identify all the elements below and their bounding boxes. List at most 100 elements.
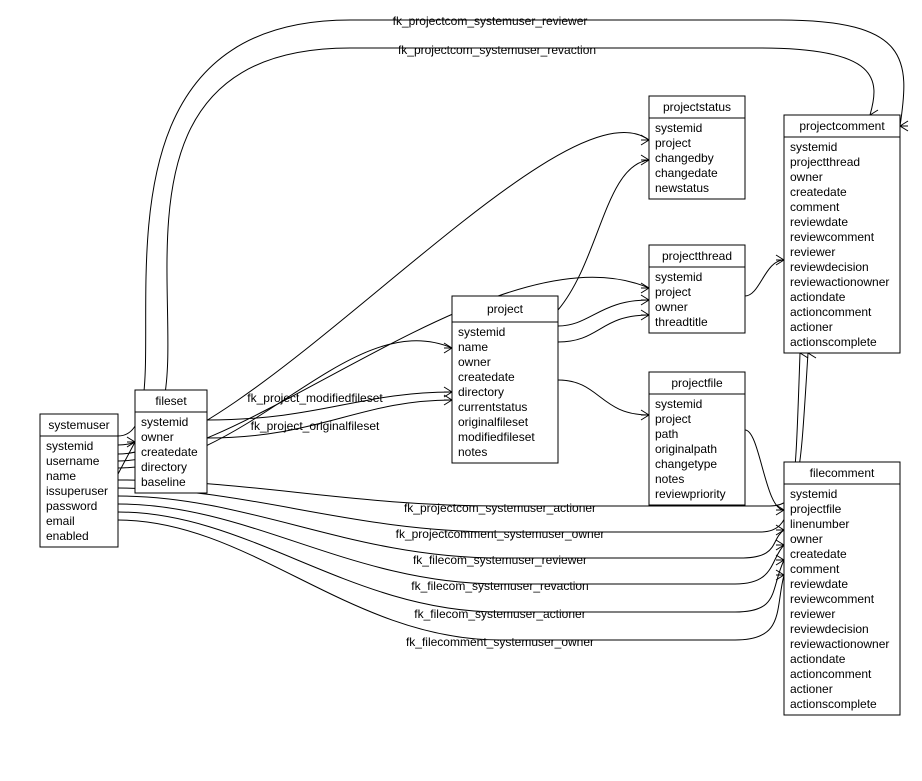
field-filecomment-systemid: systemid xyxy=(790,487,837,501)
edge-label-5: fk_project_modifiedfileset xyxy=(247,391,383,405)
field-projectcomment-comment: comment xyxy=(790,200,840,214)
edge-label-18: fk_filecomment_systemuser_owner xyxy=(406,635,594,649)
field-fileset-createdate: createdate xyxy=(141,445,198,459)
field-projectcomment-createdate: createdate xyxy=(790,185,847,199)
field-projectcomment-reviewer: reviewer xyxy=(790,245,835,259)
edge-label-13: fk_projectcom_systemuser_actioner xyxy=(404,501,596,515)
field-project-currentstatus: currentstatus xyxy=(458,400,527,414)
field-projectcomment-systemid: systemid xyxy=(790,140,837,154)
entity-title-fileset: fileset xyxy=(155,394,187,408)
entity-title-projectthread: projectthread xyxy=(662,249,732,263)
field-filecomment-reviewdate: reviewdate xyxy=(790,577,848,591)
entity-projectcomment: projectcomment systemidprojectthreadowner… xyxy=(784,115,900,353)
field-projectfile-originalpath: originalpath xyxy=(655,442,717,456)
er-diagram: systemusersystemidusernamenameissuperuse… xyxy=(0,0,922,781)
field-projectstatus-changedby: changedby xyxy=(655,151,714,165)
field-systemuser-systemid: systemid xyxy=(46,439,93,453)
entity-projectfile: projectfile systemidprojectpathoriginalpa… xyxy=(649,372,745,505)
field-projectcomment-actioner: actioner xyxy=(790,320,833,334)
field-project-directory: directory xyxy=(458,385,504,399)
edge-8 xyxy=(558,300,649,326)
edge-19 xyxy=(118,442,135,474)
field-projectstatus-project: project xyxy=(655,136,692,150)
entity-title-projectfile: projectfile xyxy=(671,376,723,390)
edge-7 xyxy=(558,160,649,310)
field-projectcomment-actioncomment: actioncomment xyxy=(790,305,872,319)
field-filecomment-createdate: createdate xyxy=(790,547,847,561)
field-projectstatus-systemid: systemid xyxy=(655,121,702,135)
field-project-owner: owner xyxy=(458,355,491,369)
field-projectcomment-reviewcomment: reviewcomment xyxy=(790,230,875,244)
field-filecomment-reviewcomment: reviewcomment xyxy=(790,592,875,606)
field-filecomment-reviewer: reviewer xyxy=(790,607,835,621)
field-filecomment-projectfile: projectfile xyxy=(790,502,842,516)
field-systemuser-password: password xyxy=(46,499,97,513)
field-projectfile-changetype: changetype xyxy=(655,457,717,471)
field-projectstatus-newstatus: newstatus xyxy=(655,181,709,195)
field-systemuser-enabled: enabled xyxy=(46,529,89,543)
field-project-modifiedfileset: modifiedfileset xyxy=(458,430,535,444)
edge-label-1: fk_projectcom_systemuser_revaction xyxy=(398,43,596,57)
entity-filecomment: filecomment systemidprojectfilelinenumber… xyxy=(784,462,900,715)
entity-title-projectstatus: projectstatus xyxy=(663,100,731,114)
field-systemuser-username: username xyxy=(46,454,100,468)
field-systemuser-issuperuser: issuperuser xyxy=(46,484,108,498)
field-filecomment-linenumber: linenumber xyxy=(790,517,849,531)
field-projectcomment-projectthread: projectthread xyxy=(790,155,860,169)
field-projectcomment-reviewdate: reviewdate xyxy=(790,215,848,229)
entity-projectthread: projectthread systemidprojectownerthreadt… xyxy=(649,245,745,333)
field-project-notes: notes xyxy=(458,445,487,459)
entity-title-projectcomment: projectcomment xyxy=(799,119,885,133)
field-projectthread-owner: owner xyxy=(655,300,688,314)
field-projectfile-project: project xyxy=(655,412,692,426)
field-fileset-directory: directory xyxy=(141,460,187,474)
field-fileset-owner: owner xyxy=(141,430,174,444)
field-projectfile-systemid: systemid xyxy=(655,397,702,411)
field-projectcomment-reviewdecision: reviewdecision xyxy=(790,260,869,274)
edge-12 xyxy=(745,430,784,510)
entity-project: project systemidnameownercreatedatedirect… xyxy=(452,296,558,463)
field-fileset-baseline: baseline xyxy=(141,475,186,489)
field-projectfile-path: path xyxy=(655,427,678,441)
edge-label-0: fk_projectcom_systemuser_reviewer xyxy=(393,14,588,28)
field-projectthread-systemid: systemid xyxy=(655,270,702,284)
edge-11 xyxy=(745,260,784,296)
field-filecomment-actionscomplete: actionscomplete xyxy=(790,697,877,711)
entity-title-project: project xyxy=(487,302,524,316)
entity-title-filecomment: filecomment xyxy=(810,466,875,480)
field-projectcomment-reviewactionowner: reviewactionowner xyxy=(790,275,889,289)
field-filecomment-reviewdecision: reviewdecision xyxy=(790,622,869,636)
edge-label-15: fk_filecom_systemuser_reviewer xyxy=(413,553,587,567)
edge-label-16: fk_filecom_systemuser_revaction xyxy=(411,579,588,593)
field-projectfile-reviewpriority: reviewpriority xyxy=(655,487,726,501)
field-projectstatus-changedate: changedate xyxy=(655,166,718,180)
field-projectcomment-actionscomplete: actionscomplete xyxy=(790,335,877,349)
field-systemuser-name: name xyxy=(46,469,76,483)
field-filecomment-actioncomment: actioncomment xyxy=(790,667,872,681)
edge-label-14: fk_projectcomment_systemuser_owner xyxy=(396,527,605,541)
edge-9 xyxy=(558,315,649,342)
edge-10 xyxy=(558,380,649,415)
entity-fileset: fileset systemidownercreatedatedirectoryb… xyxy=(135,390,207,493)
field-systemuser-email: email xyxy=(46,514,75,528)
entity-systemuser: systemusersystemidusernamenameissuperuse… xyxy=(40,414,118,547)
field-fileset-systemid: systemid xyxy=(141,415,188,429)
field-project-systemid: systemid xyxy=(458,325,505,339)
field-filecomment-owner: owner xyxy=(790,532,823,546)
entity-projectstatus: projectstatus systemidprojectchangedbycha… xyxy=(649,96,745,199)
field-filecomment-actioner: actioner xyxy=(790,682,833,696)
field-projectfile-notes: notes xyxy=(655,472,684,486)
field-filecomment-reviewactionowner: reviewactionowner xyxy=(790,637,889,651)
field-projectcomment-actiondate: actiondate xyxy=(790,290,846,304)
field-project-originalfileset: originalfileset xyxy=(458,415,529,429)
field-projectthread-project: project xyxy=(655,285,692,299)
edge-16 xyxy=(118,504,784,584)
field-projectcomment-owner: owner xyxy=(790,170,823,184)
edge-label-17: fk_filecom_systemuser_actioner xyxy=(414,607,585,621)
field-filecomment-actiondate: actiondate xyxy=(790,652,846,666)
field-projectthread-threadtitle: threadtitle xyxy=(655,315,708,329)
field-project-createdate: createdate xyxy=(458,370,515,384)
field-project-name: name xyxy=(458,340,488,354)
field-filecomment-comment: comment xyxy=(790,562,840,576)
edge-label-6: fk_project_originalfileset xyxy=(251,419,380,433)
